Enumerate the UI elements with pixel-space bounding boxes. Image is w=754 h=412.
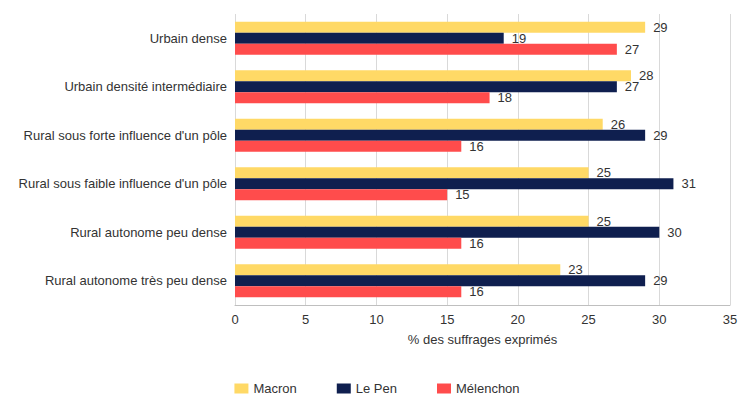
svg-text:Urbain dense: Urbain dense [150,31,227,46]
svg-text:29: 29 [653,20,667,35]
svg-text:27: 27 [625,42,639,57]
svg-text:30: 30 [667,225,681,240]
svg-text:23: 23 [568,262,582,277]
svg-text:35: 35 [723,312,737,327]
svg-text:27: 27 [625,79,639,94]
svg-text:25: 25 [581,312,595,327]
svg-text:25: 25 [597,214,611,229]
svg-text:29: 29 [653,273,667,288]
svg-text:Macron: Macron [253,381,296,396]
svg-text:26: 26 [611,117,625,132]
svg-text:25: 25 [597,165,611,180]
svg-text:Rural sous faible influence d': Rural sous faible influence d'un pôle [19,176,227,191]
svg-text:18: 18 [498,90,512,105]
svg-text:5: 5 [302,312,309,327]
svg-text:20: 20 [511,312,525,327]
svg-text:16: 16 [469,139,483,154]
svg-text:Urbain densité intermédiaire: Urbain densité intermédiaire [64,79,227,94]
svg-text:0: 0 [231,312,238,327]
svg-text:28: 28 [639,68,653,83]
svg-text:16: 16 [469,236,483,251]
svg-text:31: 31 [681,176,695,191]
svg-text:Rural autonome peu dense: Rural autonome peu dense [70,225,227,240]
svg-text:15: 15 [440,312,454,327]
svg-text:Mélenchon: Mélenchon [456,381,520,396]
svg-text:29: 29 [653,128,667,143]
svg-text:19: 19 [512,31,526,46]
svg-text:16: 16 [469,284,483,299]
svg-text:Rural sous forte influence d'u: Rural sous forte influence d'un pôle [24,128,227,143]
svg-text:% des suffrages exprimés: % des suffrages exprimés [408,332,558,347]
svg-text:30: 30 [652,312,666,327]
svg-text:10: 10 [369,312,383,327]
svg-text:Rural autonome très peu dense: Rural autonome très peu dense [45,273,227,288]
svg-text:15: 15 [455,187,469,202]
svg-text:Le Pen: Le Pen [356,381,397,396]
